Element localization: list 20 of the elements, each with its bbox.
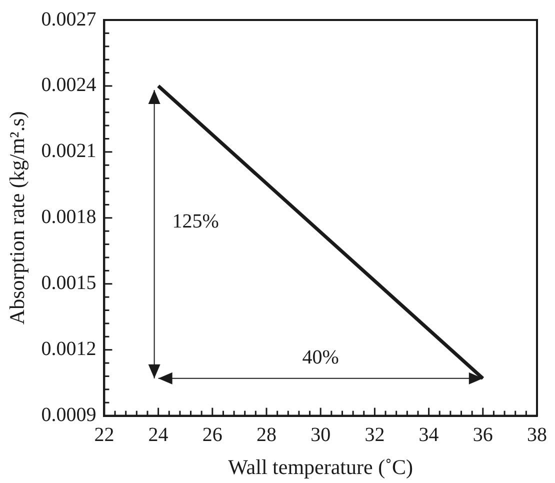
x-tick-label: 32	[364, 424, 385, 446]
y-tick-label: 0.0012	[41, 338, 96, 360]
annotation: 125%	[172, 210, 219, 232]
x-tick-label: 34	[418, 424, 439, 446]
y-tick-label: 0.0024	[41, 74, 96, 96]
x-axis-title: Wall temperature (˚C)	[228, 454, 414, 479]
x-tick-label: 30	[310, 424, 331, 446]
x-tick-label: 26	[202, 424, 222, 446]
x-tick-label: 36	[472, 424, 493, 446]
y-tick-label: 0.0018	[41, 206, 96, 228]
y-tick-label: 0.0015	[41, 272, 96, 294]
x-tick-label: 28	[256, 424, 276, 446]
y-axis-title: Absorption rate (kg/m².s)	[5, 111, 30, 325]
x-tick-label: 24	[148, 424, 168, 446]
y-tick-label: 0.0027	[41, 8, 96, 30]
x-tick-label: 38	[527, 424, 547, 446]
y-tick-label: 0.0021	[41, 140, 96, 162]
annotation: 40%	[302, 346, 339, 369]
x-tick-label: 22	[94, 424, 114, 446]
y-tick-label: 0.0009	[41, 404, 96, 426]
